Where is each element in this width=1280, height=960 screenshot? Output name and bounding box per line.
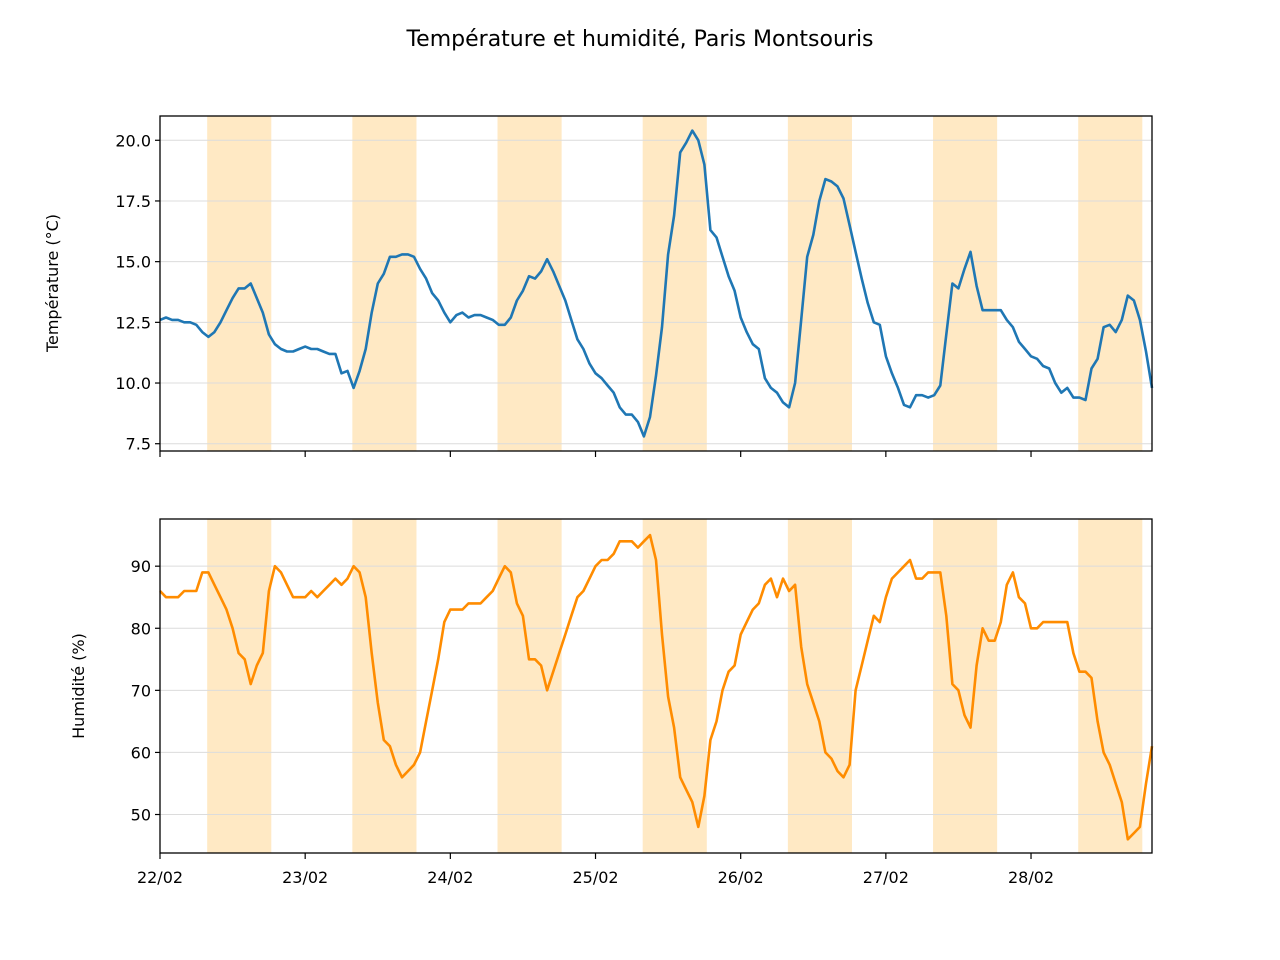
humidity-daylight-band	[787, 519, 852, 853]
humidity-daylight-band	[1078, 519, 1143, 853]
temperature-ytick-label: 17.5	[115, 192, 151, 211]
humidity-xtick-label: 22/02	[137, 868, 183, 887]
humidity-ytick-label: 80	[131, 619, 151, 638]
humidity-ytick-label: 90	[131, 557, 151, 576]
humidity-daylight-band	[642, 519, 707, 853]
temperature-ytick-label: 12.5	[115, 313, 151, 332]
humidity-daylight-band	[933, 519, 998, 853]
humidity-daylight-band	[497, 519, 562, 853]
temperature-ytick-label: 15.0	[115, 253, 151, 272]
humidity-axis-label: Humidité (%)	[69, 633, 88, 739]
humidity-xtick-label: 25/02	[572, 868, 618, 887]
humidity-ytick-label: 60	[131, 743, 151, 762]
temperature-daylight-band	[497, 116, 562, 451]
humidity-xtick-label: 28/02	[1008, 868, 1054, 887]
humidity-xtick-label: 26/02	[718, 868, 764, 887]
temperature-ytick-label: 20.0	[115, 131, 151, 150]
humidity-ytick-label: 50	[131, 806, 151, 825]
humidity-axes-frame	[159, 518, 1153, 854]
humidity-panel: 50 60 70 80 90 22/02 23/02 24/02 25/02 26/02 27/02…	[131, 518, 1154, 887]
temperature-daylight-band	[933, 116, 998, 451]
humidity-daylight-band	[207, 519, 272, 853]
temperature-axis-label: Température (°C)	[43, 214, 62, 353]
temperature-panel: 7.5 10.0 12.5 15.0 17.5 20.0	[115, 115, 1154, 457]
temperature-series-line	[159, 129, 1154, 438]
humidity-xtick-label: 27/02	[863, 868, 909, 887]
temperature-ytick-label: 10.0	[115, 374, 151, 393]
temperature-daylight-band	[207, 116, 272, 451]
temperature-ytick-label: 7.5	[126, 435, 151, 454]
humidity-xtick-label: 24/02	[427, 868, 473, 887]
figure-title: Température et humidité, Paris Montsouri…	[405, 27, 873, 52]
humidity-daylight-band	[352, 519, 417, 853]
humidity-xtick-label: 23/02	[282, 868, 328, 887]
humidity-series-line	[159, 533, 1154, 841]
temperature-axes-frame	[159, 115, 1153, 452]
temperature-daylight-band	[352, 116, 417, 451]
temperature-daylight-band	[1078, 116, 1143, 451]
humidity-ytick-label: 70	[131, 681, 151, 700]
temperature-daylight-band	[787, 116, 852, 451]
